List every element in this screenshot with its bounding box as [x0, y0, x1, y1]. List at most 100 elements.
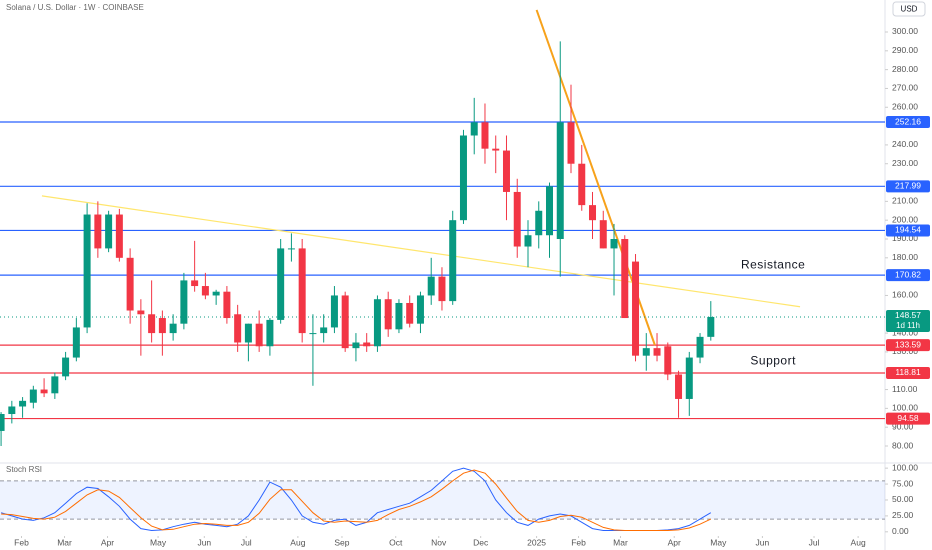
x-tick-label: Mar	[57, 537, 72, 547]
indicator-y-tick-label: 100.00	[892, 462, 918, 472]
y-tick-label: 230.00	[892, 158, 918, 168]
x-tick-label: Jun	[756, 537, 770, 547]
y-tick-label: 110.00	[892, 384, 918, 394]
candle-body	[148, 314, 156, 334]
x-tick-label: Aug	[851, 537, 866, 547]
candle-body	[298, 248, 306, 334]
candle-body	[696, 336, 704, 358]
candle-body	[266, 319, 274, 347]
candle-body	[223, 291, 231, 319]
y-tick-label: 190.00	[892, 233, 918, 243]
band-fill	[0, 480, 885, 520]
x-tick-label: May	[710, 537, 727, 547]
candle-body	[427, 276, 435, 296]
candle-body	[244, 323, 252, 343]
x-tick-label: Jun	[197, 537, 211, 547]
candle-body	[610, 238, 618, 249]
current-price: 148.57	[895, 310, 921, 320]
x-tick-label: Oct	[389, 537, 403, 547]
level-label-bg	[886, 180, 930, 193]
x-tick-label: Jul	[241, 537, 252, 547]
candle-body	[675, 374, 683, 399]
candle-body	[578, 163, 586, 206]
x-tick-label: Jul	[809, 537, 820, 547]
candle-body	[255, 323, 263, 347]
candle-body	[438, 276, 446, 302]
candle-body	[320, 327, 328, 334]
candle-body	[83, 214, 91, 328]
indicator-y-tick-label: 0.00	[892, 526, 909, 536]
level-label-bg	[886, 366, 930, 379]
annotation: Resistance	[741, 258, 805, 272]
candle-body	[513, 191, 521, 247]
candle-body	[481, 122, 489, 149]
candle-body	[277, 248, 285, 320]
level-label-bg	[886, 339, 930, 352]
y-tick-label: 140.00	[892, 327, 918, 337]
candle-body	[201, 286, 209, 296]
level-label: 194.54	[895, 225, 921, 235]
candle-body	[470, 122, 478, 136]
indicator-y-tick-label: 50.00	[892, 494, 914, 504]
candle-body	[287, 248, 295, 250]
y-tick-label: 260.00	[892, 102, 918, 112]
candle-body	[524, 235, 532, 247]
candle-body	[62, 357, 70, 377]
x-tick-label: Apr	[101, 537, 114, 547]
candle-body	[212, 291, 220, 296]
candle-body	[0, 414, 5, 431]
candle-body	[395, 302, 403, 330]
trendline	[41, 195, 801, 308]
candle-body	[94, 214, 102, 249]
y-tick-label: 90.00	[892, 421, 914, 431]
candle-body	[115, 214, 123, 258]
level-label: 118.81	[895, 367, 921, 377]
candle-body	[653, 348, 661, 356]
annotation: Support	[750, 353, 796, 367]
current-price-bg	[886, 309, 930, 332]
candle-body	[309, 333, 317, 335]
level-label-bg	[886, 269, 930, 282]
candle-body	[492, 148, 500, 151]
currency-button[interactable]	[892, 1, 926, 17]
candle-body	[685, 357, 693, 399]
candle-body	[126, 257, 134, 311]
candle-body	[707, 316, 715, 337]
x-tick-label: 2025	[527, 537, 546, 547]
candle-body	[545, 186, 553, 236]
x-tick-label: Sep	[334, 537, 349, 547]
level-label: 94.58	[897, 413, 919, 423]
candle-body	[8, 406, 16, 415]
x-tick-label: May	[150, 537, 167, 547]
candle-body	[19, 400, 27, 407]
candle-body	[535, 210, 543, 236]
candle-body	[40, 389, 48, 394]
currency[interactable]: USD	[901, 5, 918, 14]
y-tick-label: 290.00	[892, 45, 918, 55]
candle-body	[449, 220, 457, 302]
y-tick-label: 200.00	[892, 214, 918, 224]
candle-body	[191, 280, 199, 287]
indicator-y-tick-label: 25.00	[892, 510, 914, 520]
x-tick-label: Feb	[571, 537, 586, 547]
candle-body	[621, 238, 629, 319]
candle-body	[384, 299, 392, 330]
candle-body	[180, 280, 188, 324]
candle-body	[502, 150, 510, 192]
candle-body	[169, 323, 177, 334]
candle-body	[567, 122, 575, 164]
candle-body	[105, 214, 113, 249]
candle-body	[341, 295, 349, 349]
level-label: 252.16	[895, 116, 921, 126]
candle-body	[51, 376, 59, 394]
x-tick-label: Apr	[668, 537, 681, 547]
indicator-y-tick-label: 75.00	[892, 478, 914, 488]
x-tick-label: Feb	[14, 537, 29, 547]
candle-body	[137, 310, 145, 315]
candle-body	[234, 314, 242, 343]
candle-body	[459, 135, 467, 221]
level-label-bg	[886, 412, 930, 425]
x-tick-label: Aug	[290, 537, 305, 547]
y-tick-label: 270.00	[892, 83, 918, 93]
candle-body	[416, 295, 424, 324]
